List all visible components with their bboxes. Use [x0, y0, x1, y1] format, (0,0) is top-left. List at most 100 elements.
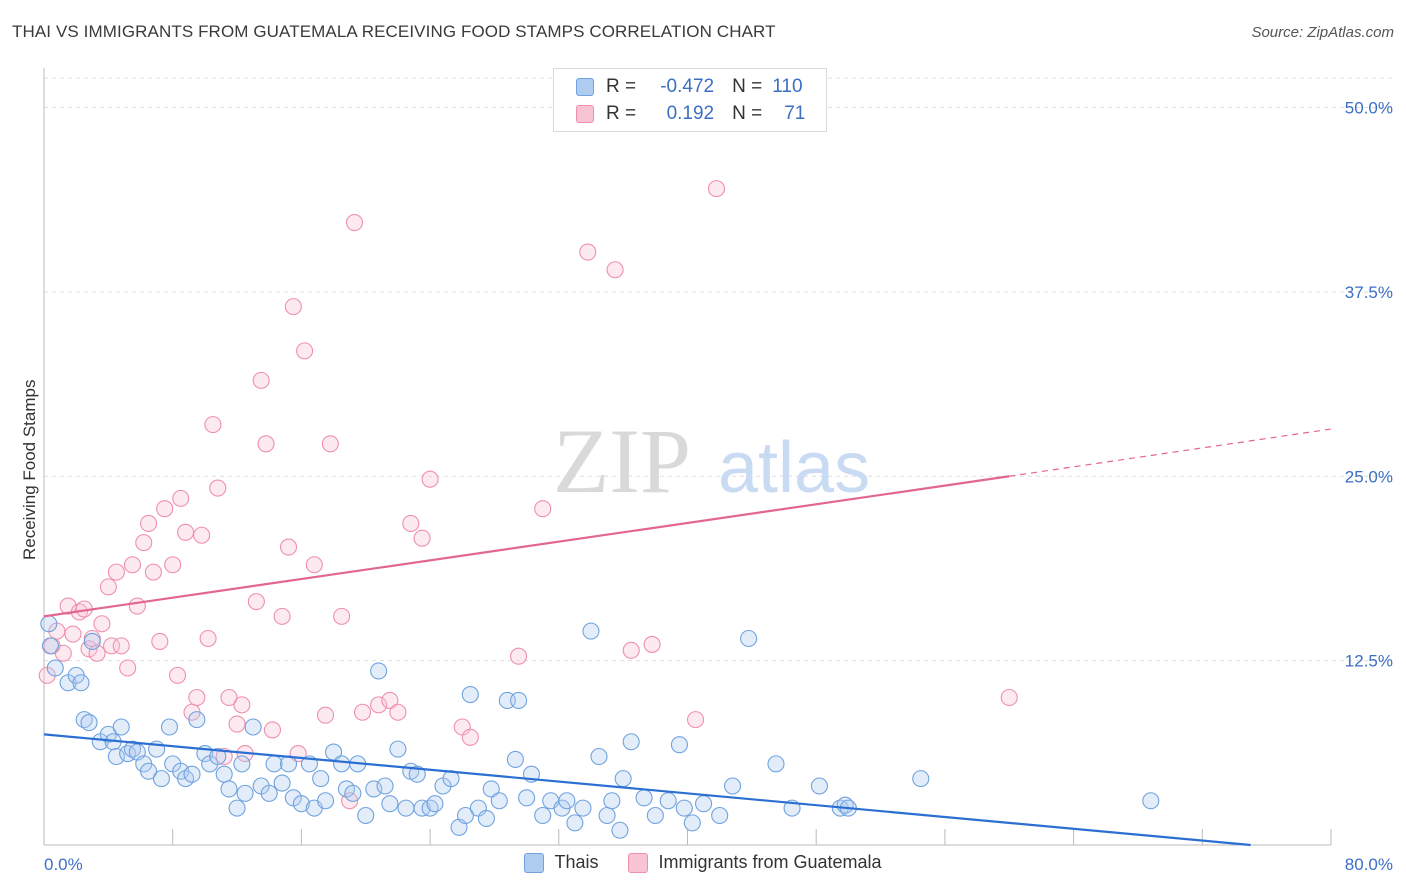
thais-point — [72, 674, 90, 692]
legend-r-label: R = — [606, 76, 637, 97]
guatemala-point — [128, 597, 146, 615]
thais-point — [228, 799, 246, 817]
guatemala-point — [151, 632, 169, 651]
thais-point — [233, 755, 251, 773]
guatemala-point — [402, 514, 420, 533]
guatemala-point — [64, 625, 82, 643]
guatemala-point — [333, 607, 351, 625]
thais-point — [260, 784, 278, 802]
series-thais-points — [40, 615, 1160, 839]
thais-point — [220, 780, 238, 798]
legend-item-guatemala[interactable]: Immigrants from Guatemala — [628, 852, 882, 873]
legend-swatch-guatemala — [628, 852, 649, 873]
thais-point — [316, 792, 335, 810]
thais-point — [767, 755, 785, 773]
thais-point — [107, 747, 125, 766]
guatemala-point — [413, 529, 431, 547]
legend-swatch-thais — [524, 852, 545, 873]
thais-point — [265, 755, 283, 773]
guatemala-point — [1000, 688, 1018, 707]
guatemala-point — [193, 526, 211, 544]
legend-row-guatemala: R = 0.192 N = 71 — [576, 103, 805, 125]
guatemala-point — [220, 688, 238, 707]
correlation-legend: R = -0.472 N = 110 R = 0.192 N = 71 — [553, 68, 827, 132]
guatemala-point — [381, 691, 399, 710]
guatemala-point — [316, 706, 335, 724]
thais-point — [582, 622, 600, 640]
guatemala-point — [247, 593, 265, 611]
guatemala-point — [215, 747, 233, 766]
thais-point — [273, 774, 291, 792]
guatemala-point — [168, 666, 187, 684]
guatemala-point — [273, 607, 291, 625]
thais-point — [490, 792, 508, 810]
thais-point — [376, 777, 394, 795]
guatemala-point — [177, 523, 195, 541]
thais-point — [152, 770, 170, 788]
thais-point — [482, 780, 500, 798]
thais-point — [381, 795, 399, 813]
thais-point — [370, 662, 388, 680]
y-axis-label: Receiving Food Stamps — [20, 379, 39, 560]
guatemala-trend-extension — [1009, 428, 1332, 477]
thais-point — [344, 784, 362, 802]
legend-n-value-guatemala: 71 — [784, 103, 806, 124]
guatemala-point — [606, 261, 624, 279]
guatemala-point — [172, 489, 190, 507]
thais-point — [675, 799, 693, 817]
guatemala-point — [112, 637, 130, 655]
thais-point — [670, 736, 689, 754]
y-tick-label: 37.5% — [1345, 283, 1393, 302]
thais-point — [614, 770, 632, 788]
series-legend: Thais Immigrants from Guatemala — [0, 852, 1406, 873]
thais-point — [506, 750, 524, 769]
legend-r-value-thais: -0.472 — [660, 76, 715, 97]
thais-point — [397, 799, 415, 817]
guatemala-point — [305, 556, 323, 574]
guatemala-point — [707, 180, 726, 198]
thais-point — [534, 806, 552, 825]
thais-point — [188, 711, 206, 729]
legend-n-label: N = — [732, 76, 763, 97]
guatemala-point — [461, 728, 479, 746]
guatemala-point — [257, 435, 275, 453]
thais-point — [711, 806, 729, 825]
guatemala-point — [119, 659, 137, 677]
thais-point — [209, 747, 227, 766]
thais-point — [611, 821, 629, 839]
thais-point — [518, 789, 536, 807]
guatemala-point — [93, 615, 111, 633]
thais-point — [244, 718, 262, 736]
guatemala-point — [103, 637, 121, 655]
guatemala-point — [622, 641, 640, 659]
guatemala-point — [321, 435, 339, 453]
y-tick-label: 50.0% — [1345, 99, 1393, 118]
thais-point — [723, 777, 742, 795]
guatemala-trend-line — [43, 475, 1010, 618]
thais-point — [183, 765, 201, 783]
thais-point — [461, 685, 479, 704]
guatemala-point — [252, 371, 270, 389]
thais-point — [312, 770, 330, 788]
thais-point — [333, 755, 351, 773]
x-tick-labels: 0.0% 80.0% — [44, 855, 1393, 874]
y-tick-label: 12.5% — [1345, 652, 1393, 671]
series-guatemala-points — [38, 180, 1018, 810]
thais-point — [112, 718, 130, 736]
guatemala-point — [233, 696, 251, 714]
guatemala-point — [296, 342, 314, 360]
thais-point — [566, 814, 584, 832]
legend-row-thais: R = -0.472 N = 110 — [576, 76, 803, 98]
thais-point — [810, 777, 828, 795]
x-tick-label: 0.0% — [44, 855, 83, 874]
thais-point — [683, 814, 701, 832]
thais-point — [426, 795, 444, 813]
thais-point — [80, 714, 98, 732]
axes — [43, 68, 1332, 846]
guatemala-point — [534, 500, 552, 518]
legend-item-thais[interactable]: Thais — [524, 852, 598, 873]
thais-point — [590, 747, 608, 766]
watermark-atlas: atlas — [718, 428, 870, 508]
guatemala-point — [164, 556, 182, 574]
